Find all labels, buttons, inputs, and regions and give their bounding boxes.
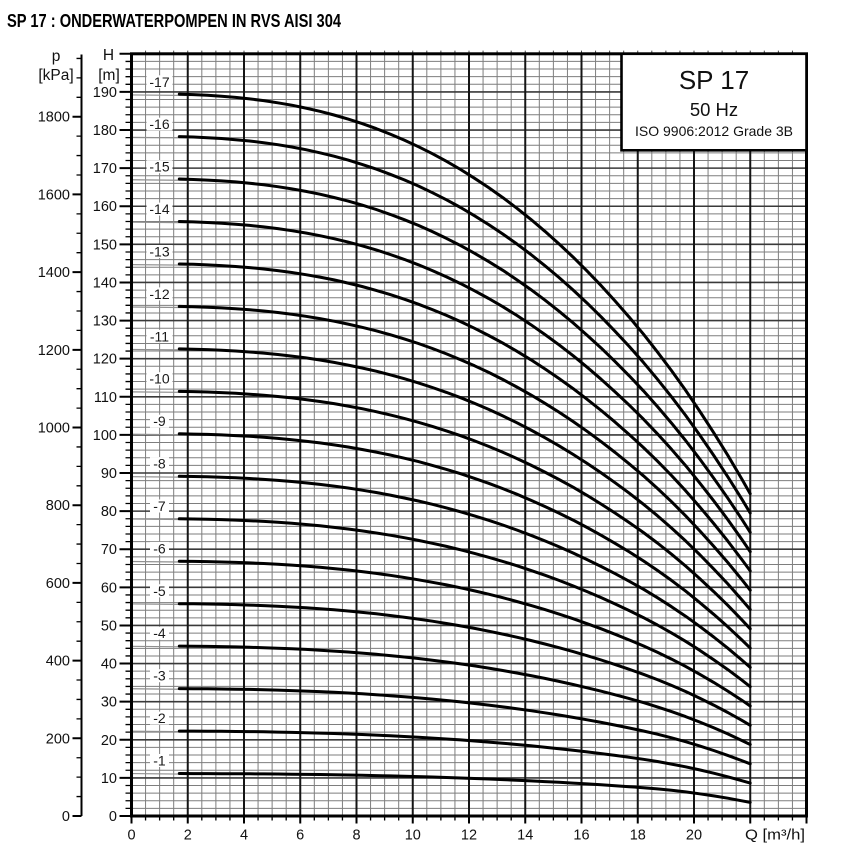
svg-text:-8: -8 [153,456,166,472]
svg-text:10: 10 [405,828,421,844]
svg-text:30: 30 [101,695,117,711]
svg-text:10: 10 [101,771,117,787]
svg-text:60: 60 [101,580,117,596]
svg-text:190: 190 [93,85,117,101]
svg-text:100: 100 [93,428,117,444]
svg-text:160: 160 [93,199,117,215]
svg-text:-1: -1 [153,753,166,769]
svg-text:120: 120 [93,352,117,368]
svg-text:-13: -13 [149,244,169,260]
svg-text:-11: -11 [150,328,169,344]
svg-text:-6: -6 [153,540,166,556]
svg-text:6: 6 [296,828,304,844]
svg-text:0: 0 [62,809,70,825]
svg-text:50 Hz: 50 Hz [690,99,738,120]
svg-text:SP 17: SP 17 [679,65,749,95]
svg-text:40: 40 [101,657,117,673]
svg-text:80: 80 [101,504,117,520]
svg-text:-9: -9 [153,413,166,429]
svg-text:[m]: [m] [98,67,120,84]
svg-text:-16: -16 [149,116,169,132]
svg-text:ISO 9906:2012 Grade 3B: ISO 9906:2012 Grade 3B [635,123,793,139]
svg-text:-15: -15 [149,159,169,175]
svg-text:130: 130 [93,314,117,330]
svg-text:SP 17 : ONDERWATERPOMPEN IN RV: SP 17 : ONDERWATERPOMPEN IN RVS AISI 304 [7,10,342,31]
svg-text:170: 170 [93,161,117,177]
svg-text:12: 12 [461,828,477,844]
svg-text:H: H [103,47,114,64]
svg-text:1400: 1400 [38,265,70,281]
svg-text:-17: -17 [149,74,169,90]
svg-text:14: 14 [517,828,533,844]
svg-text:1800: 1800 [38,110,70,126]
svg-text:1000: 1000 [38,421,70,437]
svg-text:4: 4 [240,828,248,844]
svg-text:16: 16 [573,828,589,844]
svg-text:110: 110 [94,390,117,406]
svg-text:0: 0 [109,809,117,825]
svg-text:20: 20 [101,733,117,749]
svg-text:2: 2 [184,828,192,844]
svg-text:18: 18 [630,828,646,844]
svg-text:200: 200 [46,731,70,747]
svg-text:20: 20 [686,828,702,844]
svg-text:90: 90 [101,466,117,482]
svg-text:1600: 1600 [38,187,70,203]
svg-text:140: 140 [93,276,117,292]
svg-text:1200: 1200 [38,343,70,359]
svg-text:p: p [52,48,61,65]
svg-text:600: 600 [46,576,70,592]
svg-text:Q [m³/h]: Q [m³/h] [745,828,805,844]
svg-text:150: 150 [93,237,117,253]
svg-text:[kPa]: [kPa] [38,67,73,84]
svg-text:180: 180 [93,123,117,139]
svg-text:-2: -2 [153,710,166,726]
svg-text:-14: -14 [149,201,169,217]
svg-text:8: 8 [352,828,360,844]
svg-text:-10: -10 [149,371,169,387]
svg-text:400: 400 [46,654,70,670]
svg-text:-7: -7 [153,498,166,514]
svg-text:-12: -12 [149,286,169,302]
svg-text:800: 800 [46,498,70,514]
svg-text:-3: -3 [153,668,166,684]
svg-text:50: 50 [101,619,117,635]
svg-text:70: 70 [101,542,117,558]
svg-text:0: 0 [127,828,135,844]
svg-text:-4: -4 [153,625,166,641]
svg-text:-5: -5 [153,583,166,599]
